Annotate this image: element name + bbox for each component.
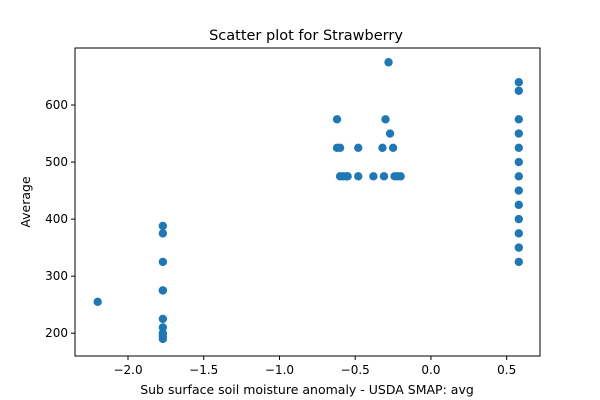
data-point [158,314,168,324]
data-point [514,200,523,210]
data-point [378,143,387,153]
data-point [514,157,523,167]
x-tick-label: −0.5 [341,363,370,377]
data-point [514,172,523,181]
data-point [158,257,168,267]
data-point [514,186,523,195]
data-point [384,58,393,67]
data-point [369,172,378,181]
x-axis-label: Sub surface soil moisture anomaly - USDA… [140,382,474,397]
data-point [514,78,523,87]
y-tick-label: 200 [45,326,68,340]
data-point [379,172,389,181]
data-point [514,143,523,153]
y-tick-label: 600 [45,98,68,112]
chart-title: Scatter plot for Strawberry [209,28,403,44]
data-point [514,115,523,124]
data-point [388,143,398,153]
data-point [332,115,342,124]
data-point [343,172,352,181]
y-axis: 200 300 400 500 600 [45,98,75,340]
axes-frame [74,47,541,357]
x-tick-label: −1.0 [265,363,294,377]
plot-area [93,58,523,344]
data-point [385,129,395,138]
data-point [514,129,523,138]
data-point [514,86,523,95]
data-point [158,334,168,344]
x-tick-label: 0.0 [421,363,440,377]
data-point [93,297,102,307]
data-point [381,115,390,124]
data-point [514,243,523,252]
data-point [158,221,168,231]
data-point [514,214,523,224]
data-point [514,257,523,267]
x-tick-label: −2.0 [113,363,142,377]
data-point [158,229,168,238]
data-point [158,286,168,295]
data-point [354,143,363,153]
data-point [514,229,523,238]
y-axis-label: Average [18,176,33,228]
data-point [354,172,363,181]
data-point [335,143,345,153]
x-axis: −2.0 −1.5 −1.0 −0.5 0.0 0.5 [113,356,516,377]
x-tick-label: 0.5 [497,363,516,377]
data-point [396,172,405,181]
x-tick-label: −1.5 [189,363,218,377]
y-tick-label: 300 [45,269,68,283]
y-tick-label: 400 [45,212,68,226]
y-tick-label: 500 [45,155,68,169]
